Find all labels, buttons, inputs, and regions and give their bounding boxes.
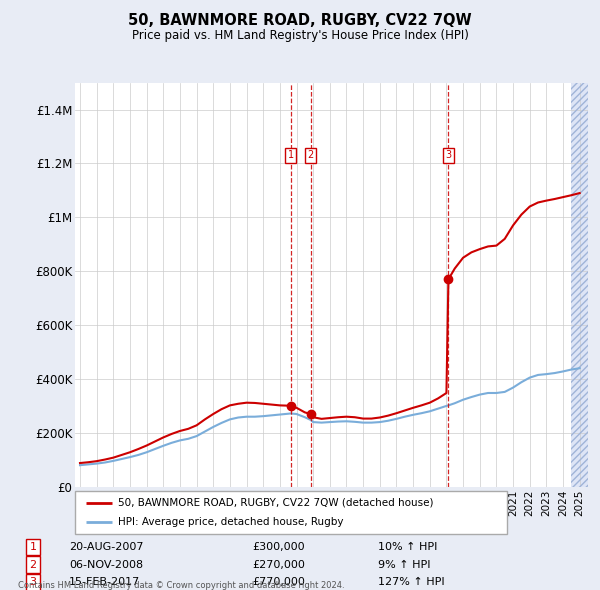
- Text: 10% ↑ HPI: 10% ↑ HPI: [378, 542, 437, 552]
- Text: Contains HM Land Registry data © Crown copyright and database right 2024.: Contains HM Land Registry data © Crown c…: [18, 581, 344, 590]
- Text: 20-AUG-2007: 20-AUG-2007: [69, 542, 143, 552]
- Text: 127% ↑ HPI: 127% ↑ HPI: [378, 578, 445, 587]
- Text: £770,000: £770,000: [252, 578, 305, 587]
- Text: Price paid vs. HM Land Registry's House Price Index (HPI): Price paid vs. HM Land Registry's House …: [131, 29, 469, 42]
- Text: 9% ↑ HPI: 9% ↑ HPI: [378, 560, 431, 569]
- Text: 1: 1: [29, 542, 37, 552]
- Text: 3: 3: [29, 578, 37, 587]
- Text: 1: 1: [287, 150, 293, 160]
- Text: 2: 2: [308, 150, 314, 160]
- Text: 2: 2: [29, 560, 37, 569]
- FancyBboxPatch shape: [75, 491, 507, 534]
- Text: 15-FEB-2017: 15-FEB-2017: [69, 578, 140, 587]
- Bar: [571, 83, 588, 487]
- Bar: [571, 83, 588, 487]
- Text: 3: 3: [445, 150, 451, 160]
- Text: 06-NOV-2008: 06-NOV-2008: [69, 560, 143, 569]
- Text: £300,000: £300,000: [252, 542, 305, 552]
- Text: £270,000: £270,000: [252, 560, 305, 569]
- Text: 50, BAWNMORE ROAD, RUGBY, CV22 7QW: 50, BAWNMORE ROAD, RUGBY, CV22 7QW: [128, 13, 472, 28]
- Text: HPI: Average price, detached house, Rugby: HPI: Average price, detached house, Rugb…: [118, 517, 344, 527]
- Text: 50, BAWNMORE ROAD, RUGBY, CV22 7QW (detached house): 50, BAWNMORE ROAD, RUGBY, CV22 7QW (deta…: [118, 498, 434, 508]
